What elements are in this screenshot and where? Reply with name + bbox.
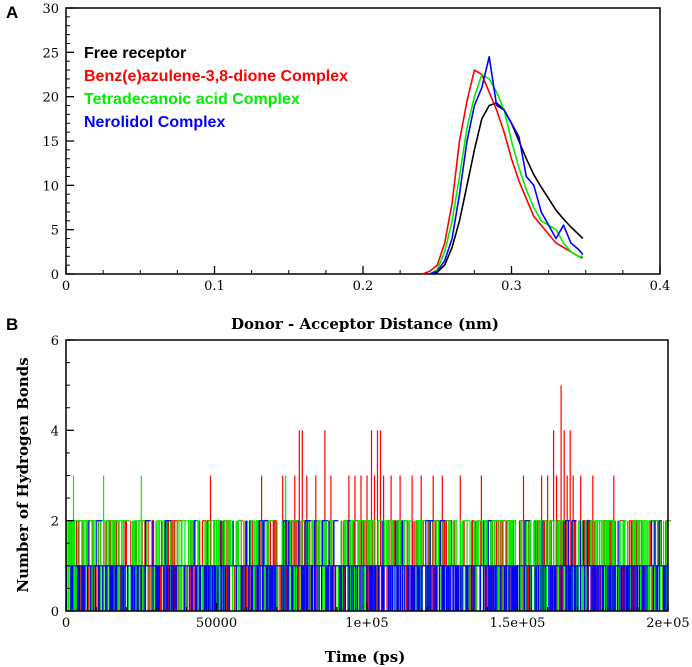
panel-a-axes: 0 0.1 0.2 0.3 0.4 0 5 10 15 20 25 30: [42, 2, 670, 294]
series-line-1: [422, 69, 584, 275]
panel-a-ytick-label: 5: [51, 224, 59, 239]
panel-a-xlabel: Donor - Acceptor Distance (nm): [231, 315, 499, 333]
panel-b-xtick-label: 0: [62, 616, 70, 631]
panel-a-letter: A: [6, 3, 18, 22]
series-line-2: [429, 73, 583, 275]
panel-b-xtick-label: 50000: [196, 616, 237, 631]
panel-b-ytick-label: 4: [51, 424, 59, 439]
series-line-0: [429, 102, 584, 275]
series-line-3: [429, 56, 584, 275]
panel-b-series: [65, 385, 671, 611]
panel-b-xtick-label: 2e+05: [646, 616, 689, 631]
panel-a-ytick-label: 25: [42, 46, 59, 61]
panel-a-ytick-label: 10: [42, 179, 59, 194]
panel-b-ylabel: Number of Hydrogen Bonds: [14, 357, 32, 592]
panel-a-ytick-label: 15: [42, 135, 59, 150]
panel-b-ytick-label: 6: [51, 334, 59, 349]
panel-b-axes: 0 50000 1e+05 1.5e+05 2e+05 0 2 4 6: [51, 334, 690, 631]
panel-b-ytick-label: 2: [51, 515, 59, 530]
series-trace-2: [65, 520, 668, 611]
panel-a-ytick-label: 30: [42, 2, 59, 17]
panel-a-ytick-label: 0: [51, 268, 59, 283]
panel-a-lines: [422, 56, 584, 275]
legend-entry-3: Nerolidol Complex: [84, 114, 225, 131]
panel-b-ytick-label: 0: [51, 605, 59, 620]
legend-entry-2: Tetradecanoic acid Complex: [84, 91, 300, 108]
panel-a-xtick-label: 0.3: [501, 279, 522, 294]
legend-entry-1: Benz(e)azulene-3,8-dione Complex: [84, 68, 348, 85]
panel-a-xtick-label: 0.4: [650, 279, 671, 294]
panel-a-xtick-label: 0.2: [353, 279, 374, 294]
panel-a-legend: Free receptor Benz(e)azulene-3,8-dione Co…: [84, 45, 348, 131]
panel-a-ytick-label: 20: [42, 91, 59, 106]
panel-a-xtick-label: 0: [62, 279, 70, 294]
panel-b-xtick-label: 1e+05: [345, 616, 388, 631]
panel-b-xlabel: Time (ps): [325, 648, 406, 666]
panel-b-xtick-label: 1.5e+05: [490, 616, 546, 631]
panel-b-letter: B: [6, 315, 18, 334]
legend-entry-0: Free receptor: [84, 45, 186, 62]
panel-a-xtick-label: 0.1: [204, 279, 225, 294]
